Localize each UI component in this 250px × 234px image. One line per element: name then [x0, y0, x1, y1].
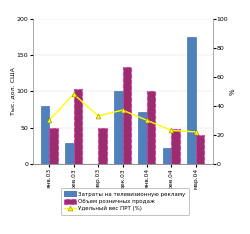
Bar [138, 112, 147, 164]
Bar [171, 129, 180, 164]
Bar [147, 91, 156, 164]
Bar [74, 89, 82, 164]
Bar [163, 148, 171, 164]
Bar [65, 143, 74, 164]
Y-axis label: Тыс. дол. США: Тыс. дол. США [10, 67, 15, 115]
Bar [49, 128, 58, 164]
Bar [122, 67, 131, 164]
Y-axis label: %: % [230, 88, 236, 95]
Bar [41, 106, 49, 164]
Bar [114, 91, 122, 164]
Bar [196, 135, 204, 164]
Legend: Затраты на телевизионную рекламу, Объем розничных продаж, Удельный вес ПРТ (%): Затраты на телевизионную рекламу, Объем … [61, 188, 189, 215]
Bar [187, 37, 196, 164]
Bar [98, 128, 106, 164]
